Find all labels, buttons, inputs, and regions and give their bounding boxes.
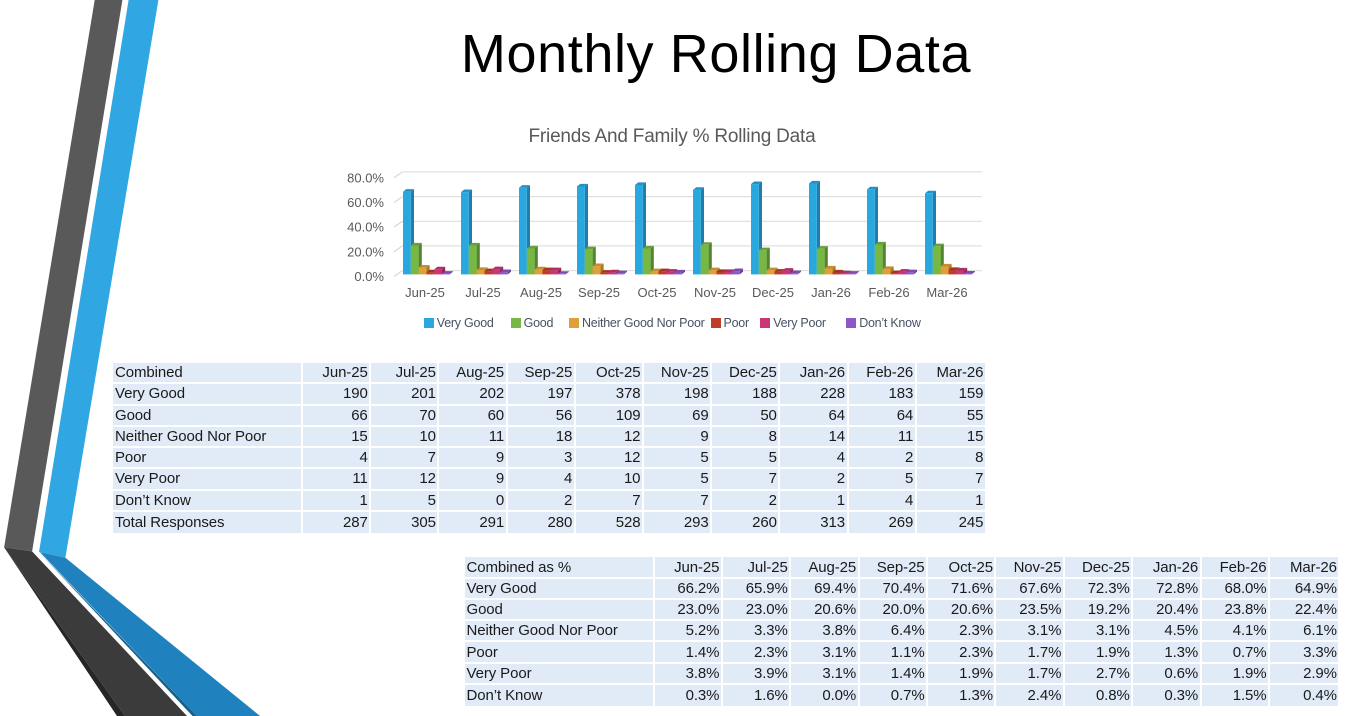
svg-text:Aug-25: Aug-25	[520, 285, 562, 300]
svg-text:20.0%: 20.0%	[347, 244, 384, 259]
svg-text:Feb-26: Feb-26	[868, 285, 909, 300]
svg-text:Jan-26: Jan-26	[811, 285, 851, 300]
svg-text:Sep-25: Sep-25	[578, 285, 620, 300]
svg-text:Dec-25: Dec-25	[752, 285, 794, 300]
svg-text:Mar-26: Mar-26	[926, 285, 967, 300]
svg-text:60.0%: 60.0%	[347, 195, 384, 210]
svg-text:0.0%: 0.0%	[354, 269, 384, 284]
svg-text:Jun-25: Jun-25	[405, 285, 445, 300]
svg-text:Jul-25: Jul-25	[465, 285, 500, 300]
svg-text:Nov-25: Nov-25	[694, 285, 736, 300]
svg-text:40.0%: 40.0%	[347, 220, 384, 235]
svg-text:80.0%: 80.0%	[347, 170, 384, 185]
svg-text:Oct-25: Oct-25	[637, 285, 676, 300]
